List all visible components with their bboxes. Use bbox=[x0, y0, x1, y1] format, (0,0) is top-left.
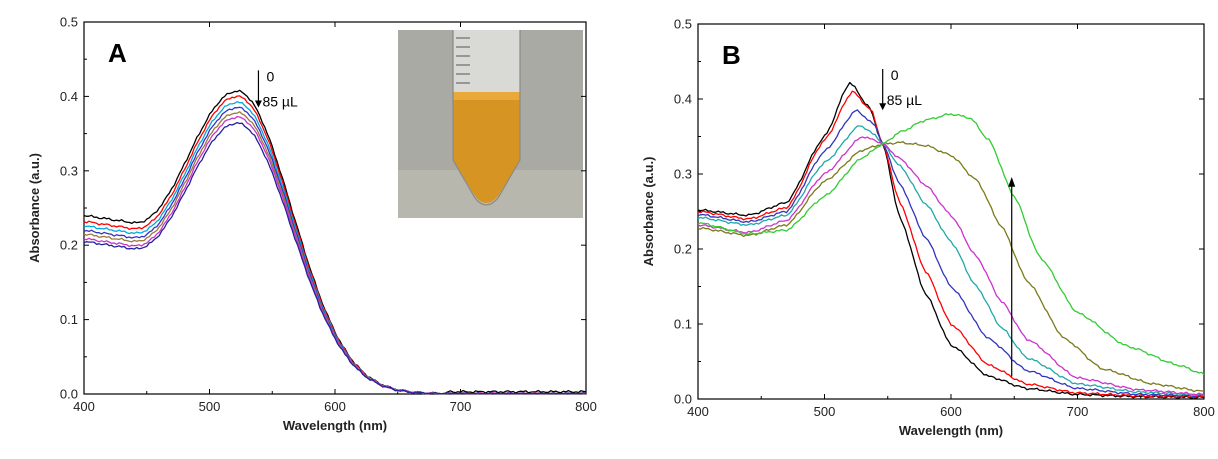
y-tick-label: 0.5 bbox=[674, 17, 692, 32]
y-tick-label: 0.1 bbox=[674, 317, 692, 332]
y-axis-label: Absorbance (a.u.) bbox=[27, 153, 42, 263]
y-tick-label: 0.0 bbox=[60, 387, 78, 402]
annotation-arrowhead bbox=[254, 100, 262, 108]
annotation-start-label: 0 bbox=[891, 67, 899, 83]
x-tick-label: 700 bbox=[1067, 404, 1089, 419]
y-tick-label: 0.3 bbox=[674, 167, 692, 182]
annotation-arrowhead bbox=[879, 103, 887, 111]
y-tick-label: 0.2 bbox=[60, 238, 78, 253]
y-tick-label: 0.5 bbox=[60, 15, 78, 30]
panel-label: A bbox=[108, 38, 127, 68]
y-tick-label: 0.2 bbox=[674, 242, 692, 257]
tube-meniscus bbox=[453, 92, 520, 100]
series-line bbox=[697, 141, 1205, 393]
inset-photo bbox=[398, 30, 583, 218]
tube-gold-solution bbox=[453, 92, 520, 203]
x-tick-label: 800 bbox=[575, 399, 597, 414]
annotation-end-label: 85 µL bbox=[262, 93, 298, 109]
y-tick-label: 0.4 bbox=[60, 89, 78, 104]
y-tick-label: 0.4 bbox=[674, 92, 692, 107]
series-line bbox=[697, 125, 1205, 397]
series-line bbox=[697, 136, 1205, 396]
x-tick-label: 400 bbox=[73, 399, 95, 414]
series-line bbox=[697, 109, 1205, 398]
y-tick-label: 0.0 bbox=[674, 392, 692, 407]
chart-panel-b: 400 500 600 700 800 0.0 0.1 0.2 0.3 0.4 0.5 Wavelen… bbox=[641, 17, 1215, 439]
x-tick-label: 500 bbox=[199, 399, 221, 414]
panel-label: B bbox=[722, 40, 741, 70]
annotation-start-label: 0 bbox=[266, 68, 274, 84]
x-tick-label: 600 bbox=[940, 404, 962, 419]
x-tick-label: 800 bbox=[1193, 404, 1215, 419]
series-line bbox=[697, 81, 1205, 399]
annotation-end-label: 85 µL bbox=[887, 92, 923, 108]
x-tick-label: 500 bbox=[814, 404, 836, 419]
series-line bbox=[697, 90, 1205, 399]
y-axis-label: Absorbance (a.u.) bbox=[641, 157, 656, 267]
series-line bbox=[83, 121, 587, 395]
red-shift-arrowhead bbox=[1008, 177, 1016, 187]
series-line bbox=[697, 113, 1205, 375]
x-axis-label: Wavelength (nm) bbox=[899, 423, 1003, 438]
tube-outline bbox=[452, 30, 521, 206]
chart-panel-a: 400 500 600 700 800 0.0 0.1 0.2 0.3 0.4 0.5 Wavelen… bbox=[27, 15, 597, 434]
x-tick-label: 400 bbox=[687, 404, 709, 419]
y-tick-label: 0.3 bbox=[60, 163, 78, 178]
x-tick-label: 700 bbox=[450, 399, 472, 414]
y-tick-label: 0.1 bbox=[60, 312, 78, 327]
x-tick-label: 600 bbox=[324, 399, 346, 414]
x-axis-label: Wavelength (nm) bbox=[283, 418, 387, 433]
